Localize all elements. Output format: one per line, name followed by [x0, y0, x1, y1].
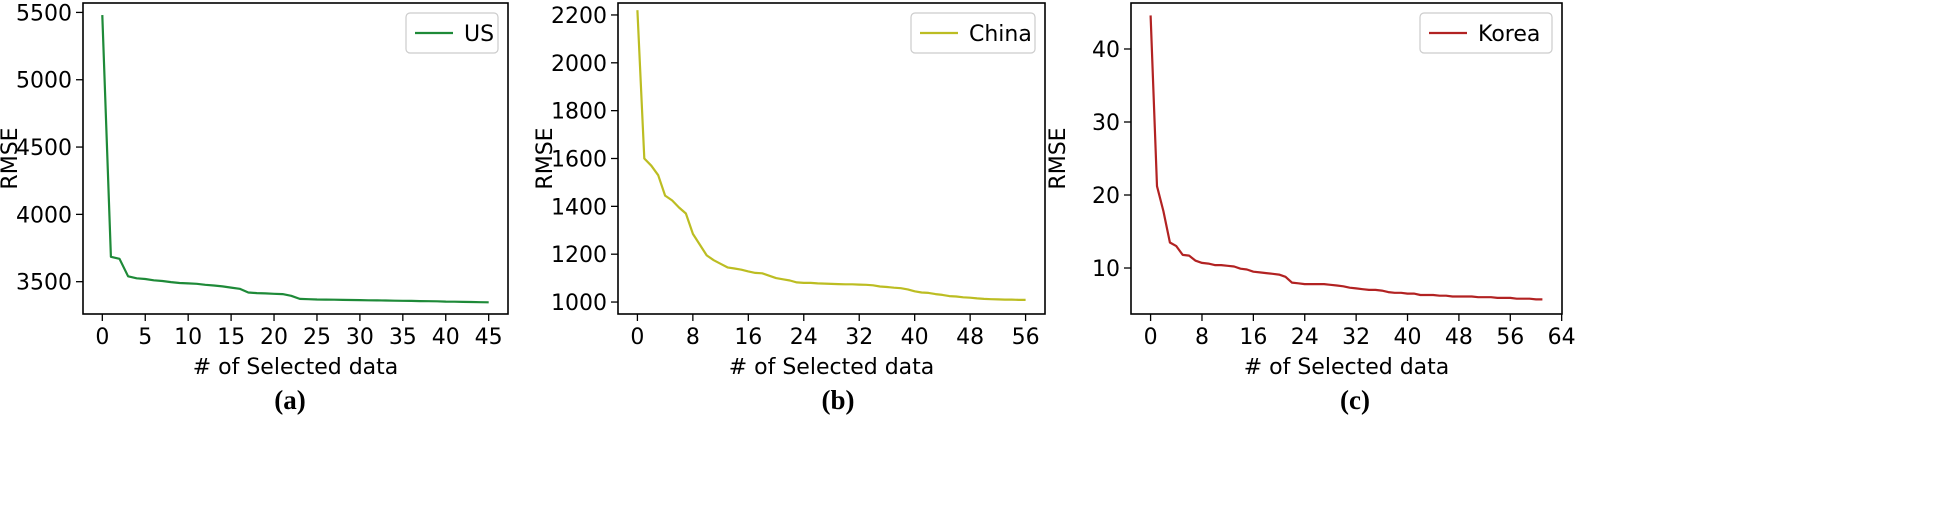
x-tick-label: 8	[686, 325, 700, 350]
y-tick-label: 1200	[551, 243, 607, 268]
x-tick-label: 8	[1195, 325, 1209, 350]
x-tick-label: 48	[1445, 325, 1473, 350]
series-line-china	[636, 10, 1026, 301]
y-tick-label: 3500	[16, 271, 72, 296]
x-tick-label: 40	[1394, 325, 1422, 350]
x-tick-label: 10	[174, 325, 202, 350]
y-tick-label: 2000	[551, 52, 607, 77]
y-tick-label: 1800	[551, 100, 607, 125]
panel-label: (c)	[1340, 385, 1370, 415]
y-tick-label: 4000	[16, 203, 72, 228]
y-tick-label: 1600	[551, 148, 607, 173]
legend-label: China	[969, 22, 1032, 47]
x-tick-label: 40	[432, 325, 460, 350]
x-tick-label: 20	[260, 325, 288, 350]
y-tick-label: 5000	[16, 69, 72, 94]
x-tick-label: 24	[1291, 325, 1319, 350]
x-tick-label: 40	[901, 325, 929, 350]
y-tick-label: 40	[1092, 38, 1120, 63]
series-line-korea	[1149, 15, 1543, 301]
x-tick-label: 25	[303, 325, 331, 350]
x-tick-label: 16	[1239, 325, 1267, 350]
x-tick-label: 32	[1342, 325, 1370, 350]
x-axis-label: # of Selected data	[193, 355, 399, 380]
x-tick-label: 64	[1548, 325, 1576, 350]
panel-label: (a)	[274, 385, 305, 415]
legend-label: US	[464, 22, 494, 47]
x-tick-label: 56	[1496, 325, 1524, 350]
y-axis-label: RMSE	[1046, 127, 1071, 189]
x-tick-label: 48	[956, 325, 984, 350]
x-tick-label: 35	[389, 325, 417, 350]
y-tick-label: 30	[1092, 111, 1120, 136]
x-tick-label: 32	[845, 325, 873, 350]
plot-frame	[82, 2, 509, 315]
x-tick-label: 30	[346, 325, 374, 350]
y-tick-label: 1400	[551, 195, 607, 220]
y-tick-label: 4500	[16, 136, 72, 161]
y-tick-label: 20	[1092, 184, 1120, 209]
x-axis-label: # of Selected data	[1244, 355, 1450, 380]
chart-panel-1: 0 5 10 15 20 25 30 35 40 45 3500 4000 4500 5000 5500 # …	[0, 1, 509, 415]
legend-box	[910, 12, 1036, 54]
x-tick-label: 56	[1012, 325, 1040, 350]
chart-panel-2: 0 8 16 24 32 40 48 56 1000 1200 1400 1600 1800 2000 22…	[533, 2, 1046, 415]
y-tick-label: 1000	[551, 291, 607, 316]
x-tick-label: 0	[630, 325, 644, 350]
legend-box	[1419, 12, 1553, 54]
y-tick-label: 10	[1092, 257, 1120, 282]
x-tick-label: 24	[790, 325, 818, 350]
legend-label: Korea	[1478, 22, 1540, 47]
x-tick-label: 45	[475, 325, 503, 350]
series-line-us	[101, 15, 489, 304]
x-tick-label: 0	[95, 325, 109, 350]
x-tick-label: 0	[1144, 325, 1158, 350]
panel-label: (b)	[822, 385, 855, 415]
plot-frame	[617, 2, 1046, 315]
y-axis-label: RMSE	[0, 127, 23, 189]
plot-frame	[1130, 2, 1563, 315]
x-tick-label: 15	[217, 325, 245, 350]
y-tick-label: 2200	[551, 4, 607, 29]
y-axis-label: RMSE	[533, 127, 558, 189]
y-tick-label: 5500	[16, 1, 72, 26]
chart-panel-3: 0 8 16 24 32 40 48 56 64 10 20 30 40 # of Selected da…	[1046, 2, 1576, 415]
x-tick-label: 16	[734, 325, 762, 350]
x-axis-label: # of Selected data	[729, 355, 935, 380]
x-tick-label: 5	[138, 325, 152, 350]
